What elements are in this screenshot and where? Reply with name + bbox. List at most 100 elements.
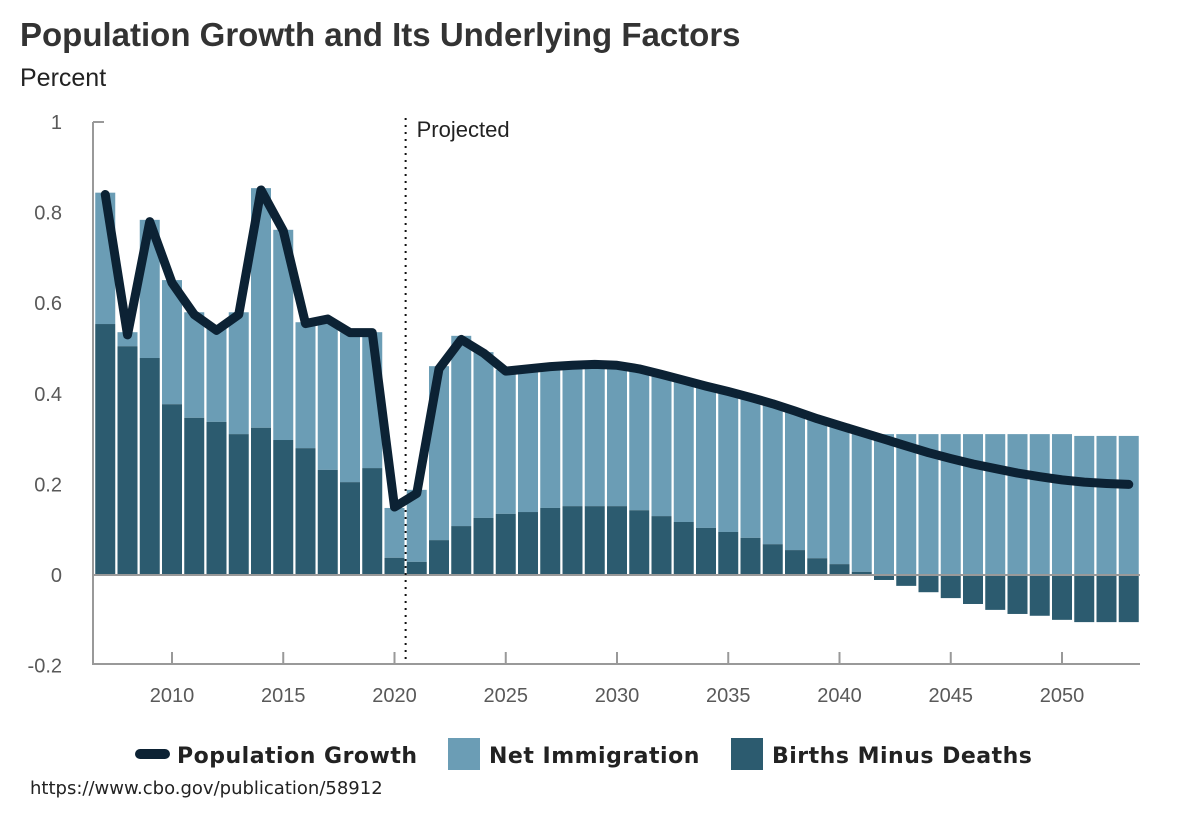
bar-net-immigration <box>762 403 783 545</box>
bar-births-minus-deaths <box>473 517 494 575</box>
bar-net-immigration <box>162 280 182 405</box>
x-tick-label: 2040 <box>817 685 862 707</box>
bar-births-minus-deaths <box>1029 575 1050 616</box>
y-tick-label: 0.2 <box>34 474 62 496</box>
x-tick-label: 2010 <box>150 685 195 707</box>
bar-births-minus-deaths <box>1096 575 1117 623</box>
bar-net-immigration <box>1096 435 1117 575</box>
bar-births-minus-deaths <box>584 506 605 575</box>
projected-label: Projected <box>417 117 510 142</box>
y-tick-label: 0.8 <box>34 203 62 225</box>
legend-swatch-net-immigration <box>448 738 480 770</box>
bar-net-immigration <box>317 323 338 470</box>
y-tick-label: -0.2 <box>28 656 62 678</box>
x-tick-label: 2045 <box>929 685 974 707</box>
bar-births-minus-deaths <box>785 550 805 575</box>
bar-net-immigration <box>1007 434 1028 575</box>
bar-births-minus-deaths <box>451 526 472 575</box>
bar-net-immigration <box>607 364 627 507</box>
bar-net-immigration <box>1118 435 1139 575</box>
bar-net-immigration <box>451 335 472 527</box>
bar-births-minus-deaths <box>340 482 360 575</box>
bar-net-immigration <box>918 434 939 575</box>
bar-births-minus-deaths <box>251 427 271 575</box>
bar-births-minus-deaths <box>762 544 783 575</box>
bar-births-minus-deaths <box>362 468 383 575</box>
bar-net-immigration <box>540 366 561 508</box>
bar-births-minus-deaths <box>807 558 828 575</box>
bar-births-minus-deaths <box>495 513 516 575</box>
bar-births-minus-deaths <box>1007 575 1028 614</box>
legend-label-births-minus-deaths: Births Minus Deaths <box>772 744 1032 769</box>
bar-net-immigration <box>673 380 694 522</box>
bar-net-immigration <box>651 374 672 517</box>
bar-net-immigration <box>206 329 227 422</box>
bar-births-minus-deaths <box>651 516 672 575</box>
bar-net-immigration <box>228 312 249 435</box>
bar-births-minus-deaths <box>518 512 538 575</box>
y-tick-label: 0.6 <box>34 293 62 315</box>
bar-net-immigration <box>406 489 427 562</box>
bar-net-immigration <box>340 332 360 483</box>
bar-births-minus-deaths <box>918 575 939 593</box>
bar-births-minus-deaths <box>562 506 583 575</box>
bar-births-minus-deaths <box>985 575 1006 610</box>
bar-net-immigration <box>1029 434 1050 575</box>
bar-net-immigration <box>473 352 494 518</box>
y-tick-label: 1 <box>51 112 62 134</box>
bar-births-minus-deaths <box>740 537 761 575</box>
bar-births-minus-deaths <box>673 521 694 575</box>
bar-net-immigration <box>584 363 605 507</box>
bar-net-immigration <box>740 397 761 538</box>
bar-net-immigration <box>295 322 316 449</box>
legend-swatch-births-minus-deaths <box>731 738 763 770</box>
population-growth-line <box>100 185 1134 512</box>
bar-net-immigration <box>251 188 271 428</box>
bar-births-minus-deaths <box>429 540 449 575</box>
bar-births-minus-deaths <box>718 531 739 575</box>
bar-net-immigration <box>562 364 583 507</box>
bar-births-minus-deaths <box>629 510 650 575</box>
y-axis-label: Percent <box>20 64 107 92</box>
bar-births-minus-deaths <box>139 358 160 575</box>
x-tick-label: 2030 <box>595 685 640 707</box>
chart-title: Population Growth and Its Underlying Fac… <box>20 16 741 53</box>
bar-births-minus-deaths <box>874 575 894 580</box>
bar-net-immigration <box>1074 435 1095 575</box>
bar-net-immigration <box>785 411 805 551</box>
bar-net-immigration <box>518 368 538 513</box>
bar-net-immigration <box>896 434 917 575</box>
bar-net-immigration <box>963 434 983 575</box>
bar-births-minus-deaths <box>162 404 182 575</box>
y-tick-label: 0 <box>51 565 62 587</box>
bar-net-immigration <box>184 312 205 418</box>
y-tick-label: 0.4 <box>34 384 62 406</box>
bar-births-minus-deaths <box>1074 575 1095 623</box>
bar-births-minus-deaths <box>273 440 294 575</box>
bar-births-minus-deaths <box>1118 575 1139 623</box>
bar-net-immigration <box>629 368 650 511</box>
x-tick-label: 2025 <box>484 685 529 707</box>
bar-net-immigration <box>851 431 872 572</box>
bar-net-immigration <box>273 229 294 441</box>
bar-net-immigration <box>829 423 850 565</box>
bar-births-minus-deaths <box>696 527 716 575</box>
bar-births-minus-deaths <box>607 506 627 575</box>
bar-net-immigration <box>807 417 828 559</box>
legend-label-population-growth: Population Growth <box>177 744 418 769</box>
bar-births-minus-deaths <box>206 421 227 575</box>
x-tick-label: 2015 <box>261 685 306 707</box>
bar-net-immigration <box>985 434 1006 575</box>
bar-births-minus-deaths <box>184 417 205 575</box>
bar-births-minus-deaths <box>384 557 405 575</box>
bar-births-minus-deaths <box>406 561 427 575</box>
bar-births-minus-deaths <box>317 469 338 575</box>
bar-net-immigration <box>696 386 716 528</box>
x-tick-label: 2050 <box>1040 685 1085 707</box>
bar-net-immigration <box>874 434 894 575</box>
bar-births-minus-deaths <box>963 575 983 604</box>
bar-births-minus-deaths <box>295 448 316 575</box>
x-tick-label: 2035 <box>706 685 751 707</box>
